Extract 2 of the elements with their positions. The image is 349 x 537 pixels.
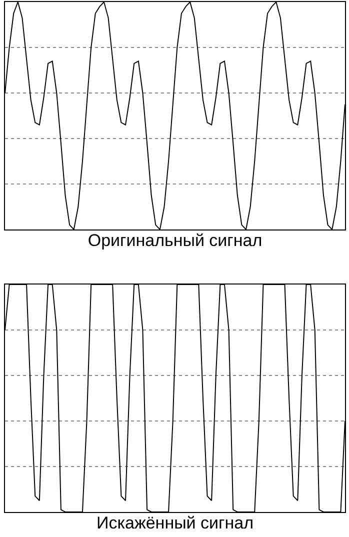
x-axis-title: Оригинальный сигнал <box>88 230 262 250</box>
x-axis-title: Искажённый сигнал <box>96 513 254 532</box>
